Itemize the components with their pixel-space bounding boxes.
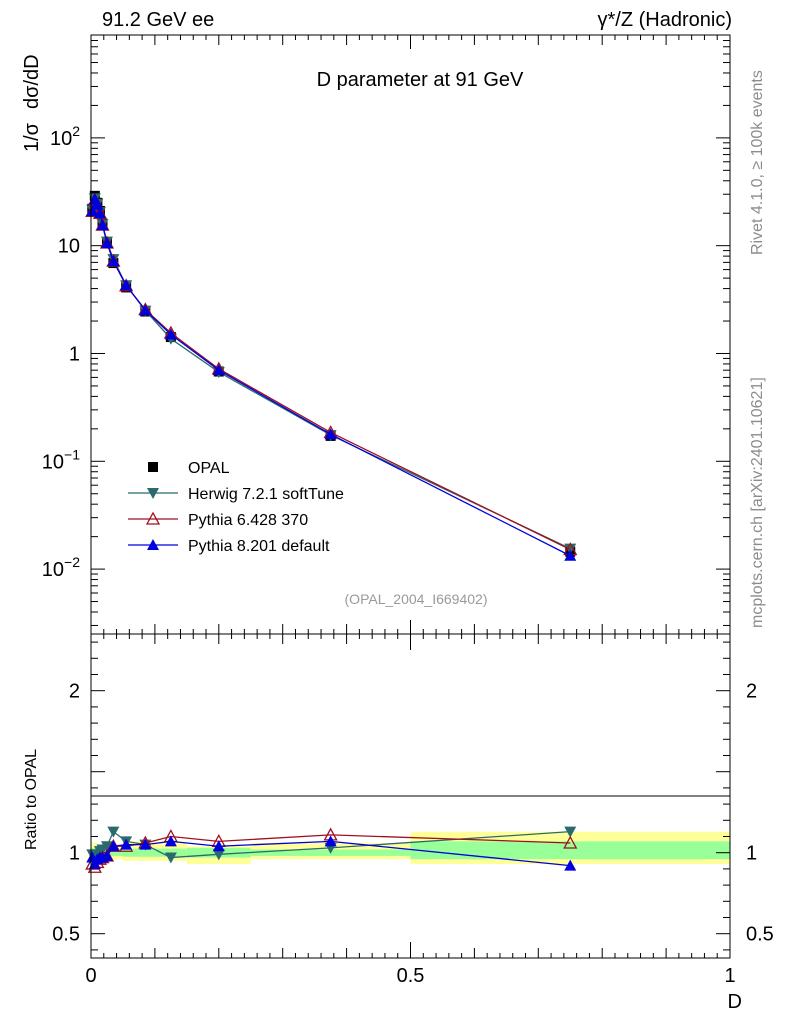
ratio-point bbox=[563, 835, 578, 849]
ratio-panel: 0.5 0.51 12 20 0.5 1 Ratio to OPAL D bbox=[23, 633, 774, 1013]
y-tick-mantissa: 10 bbox=[42, 451, 64, 473]
ratio-point bbox=[564, 859, 577, 871]
ratio-tick-labels: 0.5 0.51 12 20 0.5 1 bbox=[52, 681, 774, 987]
y-label-norm: 1/σ bbox=[21, 122, 43, 152]
x-axis-label: D bbox=[728, 991, 742, 1013]
data-point bbox=[93, 207, 106, 219]
y-tick-exponent: 2 bbox=[72, 123, 80, 139]
mcplots-label: mcplots.cern.ch [arXiv:2401.10621] bbox=[749, 377, 766, 628]
x-tick-label: 0 bbox=[85, 965, 96, 987]
data-point bbox=[212, 364, 225, 376]
data-point bbox=[86, 204, 99, 216]
series-pythia-8-201-default bbox=[86, 193, 577, 561]
ratio-y-tick-label-right: 1 bbox=[746, 843, 757, 865]
ratio-frame bbox=[90, 633, 731, 959]
main-series bbox=[85, 190, 578, 561]
ratio-y-tick-label: 0.5 bbox=[52, 924, 80, 946]
main-axis-ticks bbox=[90, 34, 731, 634]
data-point bbox=[100, 236, 113, 248]
legend-marker bbox=[147, 488, 159, 499]
ratio-point bbox=[164, 852, 177, 864]
y-tick-label: 10−1 bbox=[42, 446, 80, 473]
ratio-y-tick-label: 1 bbox=[69, 843, 80, 865]
x-tick-label: 0.5 bbox=[397, 965, 425, 987]
ratio-series-pythia-8-201-default bbox=[86, 835, 577, 871]
legend-entry: Pythia 6.428 370 bbox=[128, 511, 308, 529]
analysis-reference: (OPAL_2004_I669402) bbox=[345, 591, 488, 607]
green-band bbox=[103, 849, 123, 856]
ratio-y-tick-label-right: 2 bbox=[746, 681, 757, 703]
data-point bbox=[107, 255, 120, 267]
legend-marker bbox=[145, 511, 161, 525]
ratio-point bbox=[212, 840, 225, 852]
ratio-uncertainty-bands bbox=[91, 831, 730, 865]
data-point bbox=[139, 304, 152, 316]
ratio-point bbox=[120, 838, 133, 850]
data-point bbox=[96, 219, 109, 231]
header-process-label: γ*/Z (Hadronic) bbox=[598, 9, 732, 31]
ratio-point bbox=[100, 841, 113, 853]
x-tick-label: 1 bbox=[724, 965, 735, 987]
legend-label: Herwig 7.2.1 softTune bbox=[188, 486, 344, 503]
y-tick-mantissa: 1 bbox=[69, 343, 80, 365]
ratio-point bbox=[564, 826, 577, 838]
y-tick-mantissa: 10 bbox=[42, 559, 64, 581]
ratio-point bbox=[107, 826, 120, 838]
green-band bbox=[122, 848, 187, 857]
legend-label: Pythia 6.428 370 bbox=[188, 512, 308, 529]
legend-marker bbox=[147, 539, 159, 550]
green-band bbox=[410, 841, 730, 860]
ratio-point bbox=[324, 835, 337, 847]
ratio-y-tick-label-right: 0.5 bbox=[746, 924, 774, 946]
data-point bbox=[324, 428, 337, 440]
data-point bbox=[164, 328, 177, 340]
y-tick-label: 10−2 bbox=[42, 554, 80, 581]
data-point bbox=[120, 279, 133, 291]
ratio-point bbox=[212, 849, 225, 861]
y-tick-mantissa: 10 bbox=[58, 236, 80, 258]
ratio-point bbox=[107, 840, 120, 852]
rivet-version-label: Rivet 4.1.0, ≥ 100k events bbox=[749, 70, 766, 255]
ratio-point bbox=[164, 835, 177, 847]
ratio-point bbox=[139, 838, 152, 850]
y-tick-label: 1 bbox=[69, 343, 80, 365]
legend-label: Pythia 8.201 default bbox=[188, 538, 330, 555]
y-tick-exponent: −2 bbox=[64, 554, 80, 570]
legend-entry: Pythia 8.201 default bbox=[128, 538, 330, 555]
y-label-deriv: dσ/dD bbox=[21, 54, 43, 109]
legend-entry: OPAL bbox=[148, 460, 230, 477]
legend-entry: Herwig 7.2.1 softTune bbox=[128, 486, 344, 503]
header-energy-label: 91.2 GeV ee bbox=[102, 9, 214, 31]
y-tick-mantissa: 10 bbox=[50, 128, 72, 150]
ratio-y-axis-label: Ratio to OPAL bbox=[23, 749, 40, 850]
main-frame bbox=[90, 34, 731, 635]
ratio-point bbox=[100, 849, 113, 861]
y-tick-label: 10 bbox=[58, 236, 80, 258]
main-title: D parameter at 91 GeV bbox=[317, 69, 524, 91]
legend: OPAL Herwig 7.2.1 softTune Pythia 6.428 37… bbox=[128, 460, 344, 555]
legend-marker bbox=[148, 462, 158, 472]
legend-label: OPAL bbox=[188, 460, 230, 477]
y-tick-label: 102 bbox=[50, 123, 80, 150]
ratio-series bbox=[85, 826, 578, 873]
ratio-y-tick-label: 2 bbox=[69, 681, 80, 703]
data-point bbox=[91, 198, 104, 210]
main-y-axis-label: 1/σ dσ/dD bbox=[21, 54, 43, 152]
data-point bbox=[564, 549, 577, 561]
y-tick-exponent: −1 bbox=[64, 446, 80, 462]
ratio-axis-ticks bbox=[90, 634, 731, 958]
